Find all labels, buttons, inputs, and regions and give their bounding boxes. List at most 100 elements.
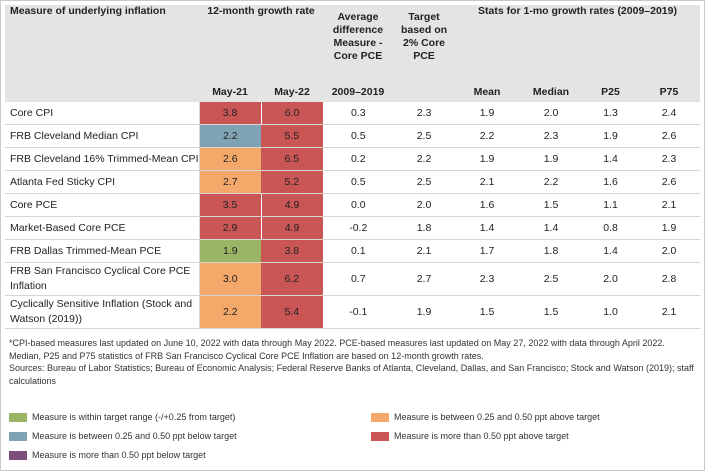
cell-p75: 2.0 [638, 239, 700, 263]
cell-avg-diff: -0.2 [323, 216, 393, 240]
legend-swatch-purple [9, 450, 27, 460]
cell-p75: 1.9 [638, 216, 700, 240]
row-label: Atlanta Fed Sticky CPI [5, 170, 200, 194]
heat-cell-may22: 5.5 [261, 124, 324, 148]
row-label: Market-Based Core PCE [5, 216, 200, 240]
heat-cell-may21: 2.2 [199, 124, 261, 148]
cell-mean: 2.3 [455, 262, 519, 296]
row-label: FRB Cleveland 16% Trimmed-Mean CPI [5, 147, 200, 171]
cell-median: 1.9 [519, 147, 583, 171]
header-avg-diff: Average difference Measure - Core PCE [323, 5, 393, 82]
cell-p75: 2.8 [638, 262, 700, 296]
cell-median: 1.5 [519, 295, 583, 329]
table-body: Core CPI 3.8 6.0 0.3 2.3 1.9 2.0 1.3 2.4 FRB Clev… [5, 102, 700, 329]
heat-cell-may21: 2.2 [199, 295, 261, 329]
footnote-update: *CPI-based measures last updated on June… [9, 338, 665, 361]
cell-p25: 1.9 [583, 124, 638, 148]
heat-cell-may21: 2.7 [199, 170, 261, 194]
cell-avg-diff: 0.2 [323, 147, 393, 171]
cell-target: 1.8 [393, 216, 455, 240]
legend-swatch-orange [371, 412, 389, 422]
cell-mean: 1.4 [455, 216, 519, 240]
cell-median: 2.2 [519, 170, 583, 194]
legend-swatch-blue [9, 431, 27, 441]
cell-mean: 1.5 [455, 295, 519, 329]
header-mean: Mean [455, 82, 519, 102]
table-row: Core PCE 3.5 4.9 0.0 2.0 1.6 1.5 1.1 2.1 [5, 193, 700, 217]
cell-avg-diff: -0.1 [323, 295, 393, 329]
legend-label-red: Measure is more than 0.50 ppt above targ… [394, 431, 569, 441]
footnote-sources: Sources: Bureau of Labor Statistics; Bur… [9, 363, 694, 386]
cell-p25: 1.6 [583, 170, 638, 194]
cell-median: 2.0 [519, 102, 583, 125]
row-label: Core CPI [5, 102, 200, 125]
cell-median: 1.8 [519, 239, 583, 263]
heat-cell-may22: 6.5 [261, 147, 324, 171]
cell-p25: 1.0 [583, 295, 638, 329]
legend: Measure is within target range (-/+0.25 … [9, 412, 699, 467]
row-label: Cyclically Sensitive Inflation (Stock an… [5, 295, 200, 329]
cell-target: 2.2 [393, 147, 455, 171]
header-may21: May-21 [199, 82, 261, 102]
cell-avg-diff: 0.5 [323, 170, 393, 194]
legend-label-orange: Measure is between 0.25 and 0.50 ppt abo… [394, 412, 600, 422]
inflation-table: Measure of underlying inflation 12-month… [5, 5, 700, 329]
cell-median: 2.5 [519, 262, 583, 296]
cell-p75: 2.6 [638, 124, 700, 148]
table-row: FRB Cleveland 16% Trimmed-Mean CPI 2.6 6.5… [5, 147, 700, 171]
legend-item-purple: Measure is more than 0.50 ppt below targ… [9, 450, 206, 460]
row-label: FRB San Francisco Cyclical Core PCE Infl… [5, 262, 200, 296]
cell-mean: 2.1 [455, 170, 519, 194]
legend-item-green: Measure is within target range (-/+0.25 … [9, 412, 235, 422]
cell-target: 2.0 [393, 193, 455, 217]
cell-p25: 1.1 [583, 193, 638, 217]
heat-cell-may22: 4.9 [261, 216, 324, 240]
cell-median: 1.4 [519, 216, 583, 240]
cell-mean: 2.2 [455, 124, 519, 148]
table-row: Market-Based Core PCE 2.9 4.9 -0.2 1.8 1.4 1.4… [5, 216, 700, 240]
heat-cell-may22: 5.2 [261, 170, 324, 194]
cell-avg-diff: 0.1 [323, 239, 393, 263]
cell-target: 2.3 [393, 102, 455, 125]
legend-swatch-red [371, 431, 389, 441]
table-row: Atlanta Fed Sticky CPI 2.7 5.2 0.5 2.5 2.1 2.2… [5, 170, 700, 194]
cell-avg-diff: 0.3 [323, 102, 393, 125]
cell-p75: 2.1 [638, 193, 700, 217]
heat-cell-may21: 1.9 [199, 239, 261, 263]
cell-p25: 1.3 [583, 102, 638, 125]
legend-label-blue: Measure is between 0.25 and 0.50 ppt bel… [32, 431, 237, 441]
table-row: FRB Cleveland Median CPI 2.2 5.5 0.5 2.5 2.2 2… [5, 124, 700, 148]
legend-item-blue: Measure is between 0.25 and 0.50 ppt bel… [9, 431, 237, 441]
cell-target: 2.7 [393, 262, 455, 296]
header-stats-group: Stats for 1-mo growth rates (2009–2019) [455, 5, 700, 82]
cell-p25: 1.4 [583, 239, 638, 263]
cell-p75: 2.3 [638, 147, 700, 171]
footnotes: *CPI-based measures last updated on June… [9, 337, 699, 387]
heat-cell-may22: 5.4 [261, 295, 324, 329]
table-row: FRB Dallas Trimmed-Mean PCE 1.9 3.8 0.1 2.1 1… [5, 239, 700, 263]
row-label: FRB Cleveland Median CPI [5, 124, 200, 148]
cell-mean: 1.6 [455, 193, 519, 217]
header-target: Target based on 2% Core PCE [393, 5, 455, 82]
cell-target: 2.5 [393, 170, 455, 194]
table-row: FRB San Francisco Cyclical Core PCE Infl… [5, 262, 700, 296]
header-growth-group: 12-month growth rate [199, 5, 323, 82]
cell-p75: 2.1 [638, 295, 700, 329]
cell-avg-diff: 0.5 [323, 124, 393, 148]
table-row: Core CPI 3.8 6.0 0.3 2.3 1.9 2.0 1.3 2.4 [5, 102, 700, 125]
header-may22: May-22 [261, 82, 323, 102]
cell-target: 2.5 [393, 124, 455, 148]
cell-p25: 2.0 [583, 262, 638, 296]
header-p75: P75 [638, 82, 700, 102]
cell-avg-diff: 0.0 [323, 193, 393, 217]
cell-target: 1.9 [393, 295, 455, 329]
cell-p25: 0.8 [583, 216, 638, 240]
cell-p25: 1.4 [583, 147, 638, 171]
header-p25: P25 [583, 82, 638, 102]
heat-cell-may21: 3.0 [199, 262, 261, 296]
heat-cell-may22: 6.0 [261, 102, 324, 125]
table-row: Cyclically Sensitive Inflation (Stock an… [5, 295, 700, 329]
legend-item-red: Measure is more than 0.50 ppt above targ… [371, 431, 569, 441]
cell-median: 1.5 [519, 193, 583, 217]
